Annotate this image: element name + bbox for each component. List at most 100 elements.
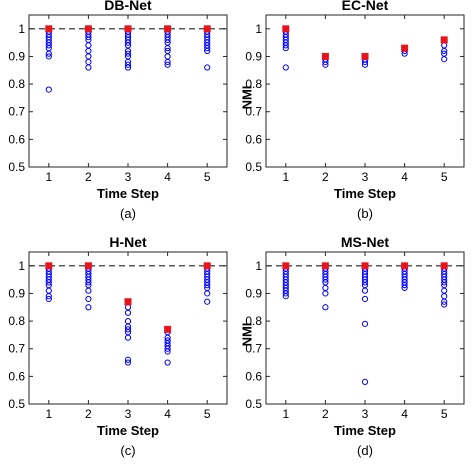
y-tick-label: 0.8 [8,314,25,328]
data-point [282,293,289,300]
data-point [45,42,52,49]
data-point [124,359,132,366]
x-tick-label: 1 [282,170,289,184]
x-tick-label: 5 [441,170,448,184]
data-point [441,301,448,308]
data-point [282,64,289,71]
best-marker [321,262,329,270]
x-tick-label: 5 [204,407,211,421]
best-marker [45,262,53,270]
data-point [124,326,132,333]
data-point [124,39,132,46]
best-marker [124,25,132,33]
data-point [361,295,369,303]
x-tick-label: 3 [362,407,369,421]
data-point [361,378,369,385]
y-tick-label: 0.5 [8,160,25,174]
y-tick-label: 0.7 [8,105,25,119]
data-point [85,64,92,71]
data-point [85,295,92,303]
best-marker [164,325,172,333]
best-marker [440,262,448,270]
plot-area [28,14,228,168]
y-tick-label: 0.9 [245,49,262,63]
data-point [204,282,211,289]
figure-caption: (d) [357,443,373,458]
x-tick-label: 3 [125,407,132,421]
y-tick-label: 0.5 [8,397,25,411]
best-marker [401,44,409,52]
x-tick-label: 4 [164,170,171,184]
data-point [361,279,369,286]
data-point [441,56,448,63]
best-marker [321,52,329,60]
data-point [204,64,211,71]
data-point [124,64,132,71]
data-point [164,359,171,366]
best-marker [203,25,211,33]
data-point [124,356,132,363]
best-marker [84,262,92,270]
data-point [401,284,408,292]
y-tick-label: 0.6 [245,132,262,146]
y-tick-label: 0.6 [245,369,262,383]
data-point [164,61,171,68]
best-marker [45,25,53,33]
scatter-plot-ec-net: 0.5 0.6 0.7 0.8 0.9 1 1 2 3 4 5 [245,14,465,184]
y-tick-label: 0.5 [245,160,262,174]
chart-title: DB-Net [104,0,152,13]
data-point [361,61,369,68]
plot-area [265,251,465,405]
best-marker [164,25,172,33]
y-tick-label: 0.8 [8,77,25,91]
data-point [401,282,408,289]
data-point [124,61,132,68]
y-tick-label: 0.6 [8,132,25,146]
panel-ec-net: EC-Net 0.5 0.6 0.7 0.8 0.9 1 1 2 3 4 5 NMI Time St… [237,0,474,237]
data-point [85,304,92,311]
x-tick-label: 5 [204,170,211,184]
x-tick-label: 1 [282,407,289,421]
data-point [164,345,171,352]
panel-db-net: DB-Net 0.5 0.6 0.7 0.8 0.9 1 1 2 3 4 5 Time Step (… [0,0,237,237]
data-point [45,50,52,57]
y-tick-label: 0.7 [245,105,262,119]
x-axis-label: Time Step [334,186,396,201]
y-tick-label: 1 [18,22,25,36]
data-point [361,287,369,294]
x-tick-label: 2 [85,170,92,184]
chart-title: H-Net [109,234,147,250]
best-marker [401,262,409,270]
y-tick-label: 1 [255,22,262,36]
figure-caption: (c) [120,443,136,458]
data-point [45,295,52,303]
y-tick-label: 0.7 [8,342,25,356]
data-point [45,86,52,93]
best-marker [361,52,369,60]
data-point [441,47,448,55]
x-axis-label: Time Step [334,423,396,438]
x-axis-label: Time Step [97,186,159,201]
scatter-plot-ms-net: 0.5 0.6 0.7 0.8 0.9 1 1 2 3 4 5 [245,251,465,421]
data-point [282,45,289,52]
x-tick-label: 4 [164,407,171,421]
data-point [85,34,92,41]
data-point [124,334,132,341]
data-point [204,45,211,52]
figure-caption: (b) [357,206,373,221]
best-marker [84,25,92,33]
y-tick-label: 0.9 [245,286,262,300]
x-tick-label: 4 [401,170,408,184]
data-point [322,61,329,68]
data-point [322,304,329,311]
data-point [441,298,448,305]
y-tick-label: 0.9 [8,49,25,63]
best-marker [203,262,211,270]
x-tick-label: 1 [45,170,52,184]
data-point [45,53,52,60]
plot-area [265,14,465,168]
x-tick-label: 1 [45,407,52,421]
plot-area [28,251,228,405]
x-tick-label: 5 [441,407,448,421]
data-point [85,279,92,286]
